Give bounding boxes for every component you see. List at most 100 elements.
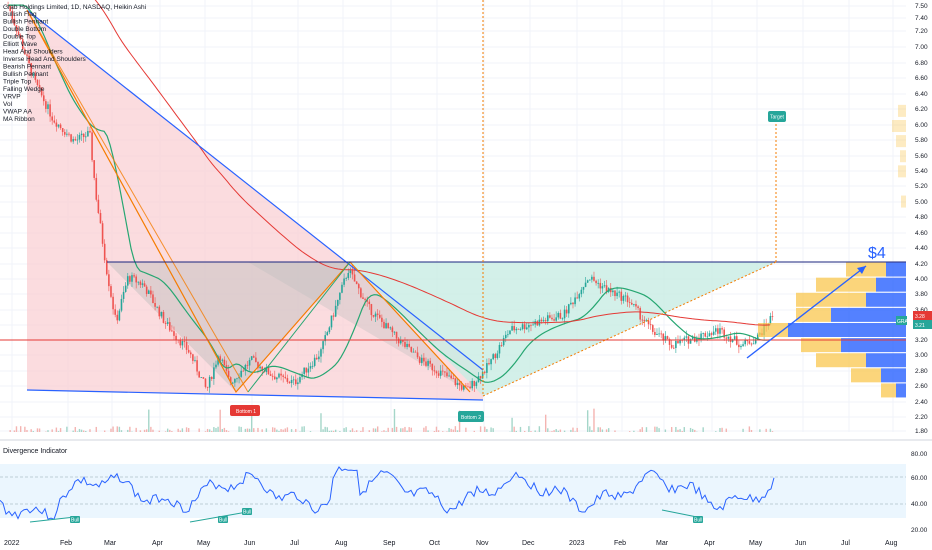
volume-bar	[299, 431, 301, 432]
volume-bar	[398, 433, 399, 438]
candle-body	[672, 347, 675, 349]
candle-body	[378, 314, 381, 318]
volume-bar	[702, 427, 704, 432]
candle-body	[483, 371, 486, 373]
volume-bar	[316, 436, 317, 438]
legend-item: VRVP	[3, 94, 21, 101]
candle-body	[668, 339, 671, 345]
last-price: 3.28	[915, 314, 925, 320]
candle-body	[391, 327, 394, 333]
candle-body	[689, 339, 692, 344]
volume-bar	[700, 433, 701, 438]
volume-bar	[406, 430, 408, 432]
volume-bar	[738, 433, 739, 438]
candle-body	[658, 333, 660, 335]
candle-body	[47, 104, 49, 109]
candle-body	[345, 278, 347, 279]
divergence-line-1	[29, 516, 76, 523]
volume-bar	[383, 430, 385, 432]
volume-bar	[26, 429, 28, 432]
candle-body	[370, 304, 373, 316]
volume-bar	[93, 434, 94, 438]
volume-bar	[769, 428, 772, 432]
candle-body	[91, 132, 93, 161]
volume-bar	[116, 426, 118, 432]
volume-bar	[579, 435, 580, 438]
volume-bar	[415, 433, 416, 438]
time-tick: Nov	[476, 540, 489, 547]
volume-bar	[38, 428, 41, 432]
volume-bar	[479, 426, 482, 432]
volume-bar	[497, 434, 498, 438]
price-axis[interactable]	[906, 0, 932, 445]
volume-bar	[526, 432, 527, 438]
candle-body	[34, 73, 37, 80]
candle-body	[259, 366, 261, 369]
volume-bar	[562, 434, 563, 438]
candle-body	[82, 133, 85, 138]
volume-bar	[194, 434, 195, 438]
wedge-upper-line	[26, 9, 484, 371]
candle-body	[603, 285, 606, 287]
candle-body	[307, 368, 310, 373]
candle-body	[544, 320, 547, 322]
osc-tick-20: 20.00	[911, 527, 928, 534]
volume-bar	[448, 427, 450, 432]
volume-bar	[297, 431, 299, 432]
candle-body	[462, 385, 465, 390]
volume-bar	[686, 434, 687, 438]
volume-bar	[309, 431, 312, 432]
candle-body	[40, 87, 43, 96]
vrvp-bar-faint	[900, 150, 906, 163]
volume-bar	[376, 426, 379, 432]
candle-body	[507, 334, 509, 336]
volume-bar	[98, 433, 99, 438]
candle-body	[572, 302, 574, 305]
candle-body	[53, 120, 56, 123]
volume-bar	[62, 435, 63, 438]
volume-bar	[303, 426, 305, 432]
volume-bar	[240, 426, 242, 432]
candle-body	[385, 323, 387, 329]
volume-bar	[616, 435, 617, 438]
volume-bar	[750, 429, 753, 432]
volume-bar	[465, 427, 467, 432]
candle-body	[276, 377, 278, 380]
volume-bar	[427, 430, 429, 432]
volume-bar	[621, 435, 622, 438]
volume-bar	[355, 430, 358, 432]
candle-body	[561, 318, 564, 320]
volume-bar	[100, 434, 101, 438]
price-tick: 7.00	[915, 44, 928, 51]
time-axis[interactable]	[0, 536, 932, 550]
candle-body	[469, 386, 471, 389]
candle-body	[19, 35, 22, 40]
volume-bar	[225, 430, 228, 432]
bull-text-1: Bull	[71, 518, 79, 524]
volume-bar	[190, 435, 191, 438]
volume-bar	[185, 427, 188, 432]
candle-body	[103, 243, 106, 261]
legend-item: Inverse Head And Shoulders	[3, 56, 86, 63]
volume-bar	[198, 428, 200, 432]
candle-body	[164, 322, 167, 324]
volume-bar	[452, 429, 454, 432]
volume-bar	[423, 427, 425, 432]
volume-bar	[68, 435, 69, 438]
candle-body	[502, 338, 505, 346]
candle-body	[717, 328, 719, 334]
wedge-lower-line	[26, 389, 484, 401]
volume-bar	[243, 435, 244, 438]
volume-bar	[114, 435, 115, 438]
volume-bar	[337, 435, 338, 438]
volume-bar	[318, 434, 319, 438]
volume-bar	[371, 434, 372, 438]
volume-bar	[711, 435, 712, 438]
volume-bar	[236, 433, 237, 438]
candle-body	[389, 327, 392, 329]
volume-bar	[268, 434, 269, 438]
candle-body	[536, 321, 539, 326]
volume-bar	[543, 432, 544, 438]
volume-bar	[270, 434, 271, 438]
volume-bar	[719, 428, 721, 432]
